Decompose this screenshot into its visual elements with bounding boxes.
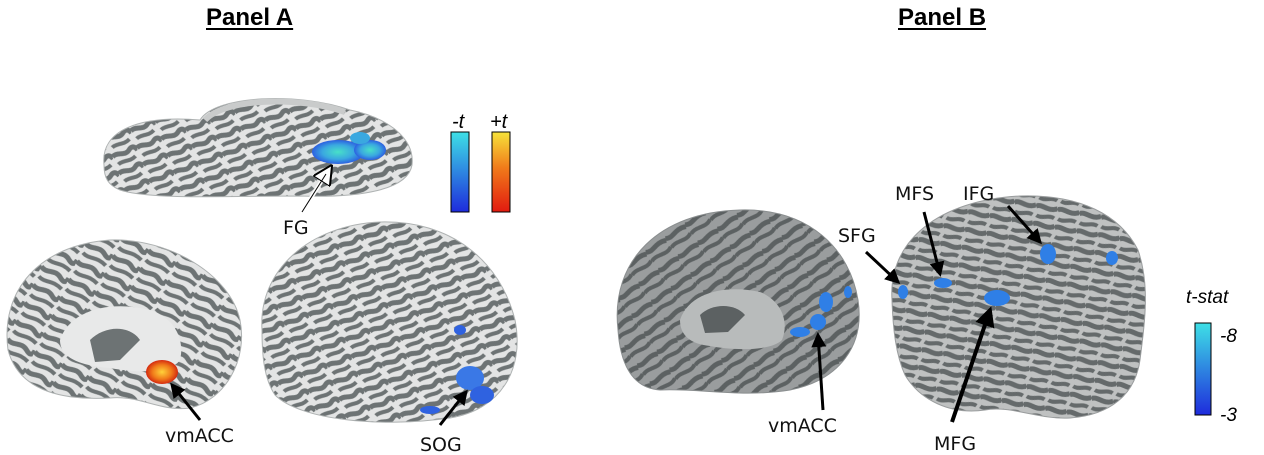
fg-label: FG — [283, 217, 309, 239]
mfg-arrow — [950, 306, 995, 423]
vmacc-activation-cluster — [146, 360, 178, 384]
sog-activation-cluster — [420, 325, 494, 414]
sfg-cluster — [898, 285, 908, 299]
fg-arrow-outline — [301, 173, 327, 213]
t-stat-colorbar — [1194, 322, 1212, 416]
panel-a-lateral-brain — [261, 221, 518, 423]
t-stat-max-label: -8 — [1220, 326, 1237, 347]
pos-t-colorbar — [491, 131, 511, 213]
t-stat-title: t-stat — [1186, 287, 1229, 308]
panel-b-frontal-clusters — [898, 244, 1118, 306]
neg-t-colorbar — [450, 131, 470, 213]
pos-t-label: +t — [490, 111, 509, 133]
mfg-label: MFG — [934, 433, 976, 455]
panel-b-vmacc-cluster — [790, 286, 852, 337]
panel-a-medial-brain — [6, 239, 243, 410]
ifg-cluster — [1040, 244, 1056, 264]
sog-label: SOG — [420, 434, 462, 455]
ifg-label: IFG — [963, 183, 994, 205]
vmacc-label-b: vmACC — [768, 415, 837, 437]
fg-activation-cluster — [312, 132, 386, 164]
panel-b-medial-brain — [616, 209, 860, 394]
mfg-cluster — [984, 290, 1010, 306]
mfs-arrow — [922, 211, 945, 277]
panel-a-title: Panel A — [206, 4, 294, 31]
mfs-cluster — [934, 278, 952, 288]
panel-a-ventral-brain — [103, 98, 413, 198]
vmacc-arrow-b — [811, 332, 827, 411]
panel-b-title: Panel B — [898, 4, 987, 31]
sfg-label: SFG — [838, 225, 876, 247]
sog-arrow — [438, 389, 468, 426]
panel-b-frontal-brain — [891, 195, 1146, 419]
mfs-label: MFS — [895, 183, 934, 205]
ifg-arrow — [1006, 205, 1042, 245]
vmacc-label-a: vmACC — [165, 425, 234, 447]
t-stat-min-label: -3 — [1220, 405, 1237, 426]
neg-t-label: -t — [452, 111, 466, 133]
sfg-arrow — [864, 250, 901, 285]
vmacc-arrow-a — [170, 382, 202, 421]
